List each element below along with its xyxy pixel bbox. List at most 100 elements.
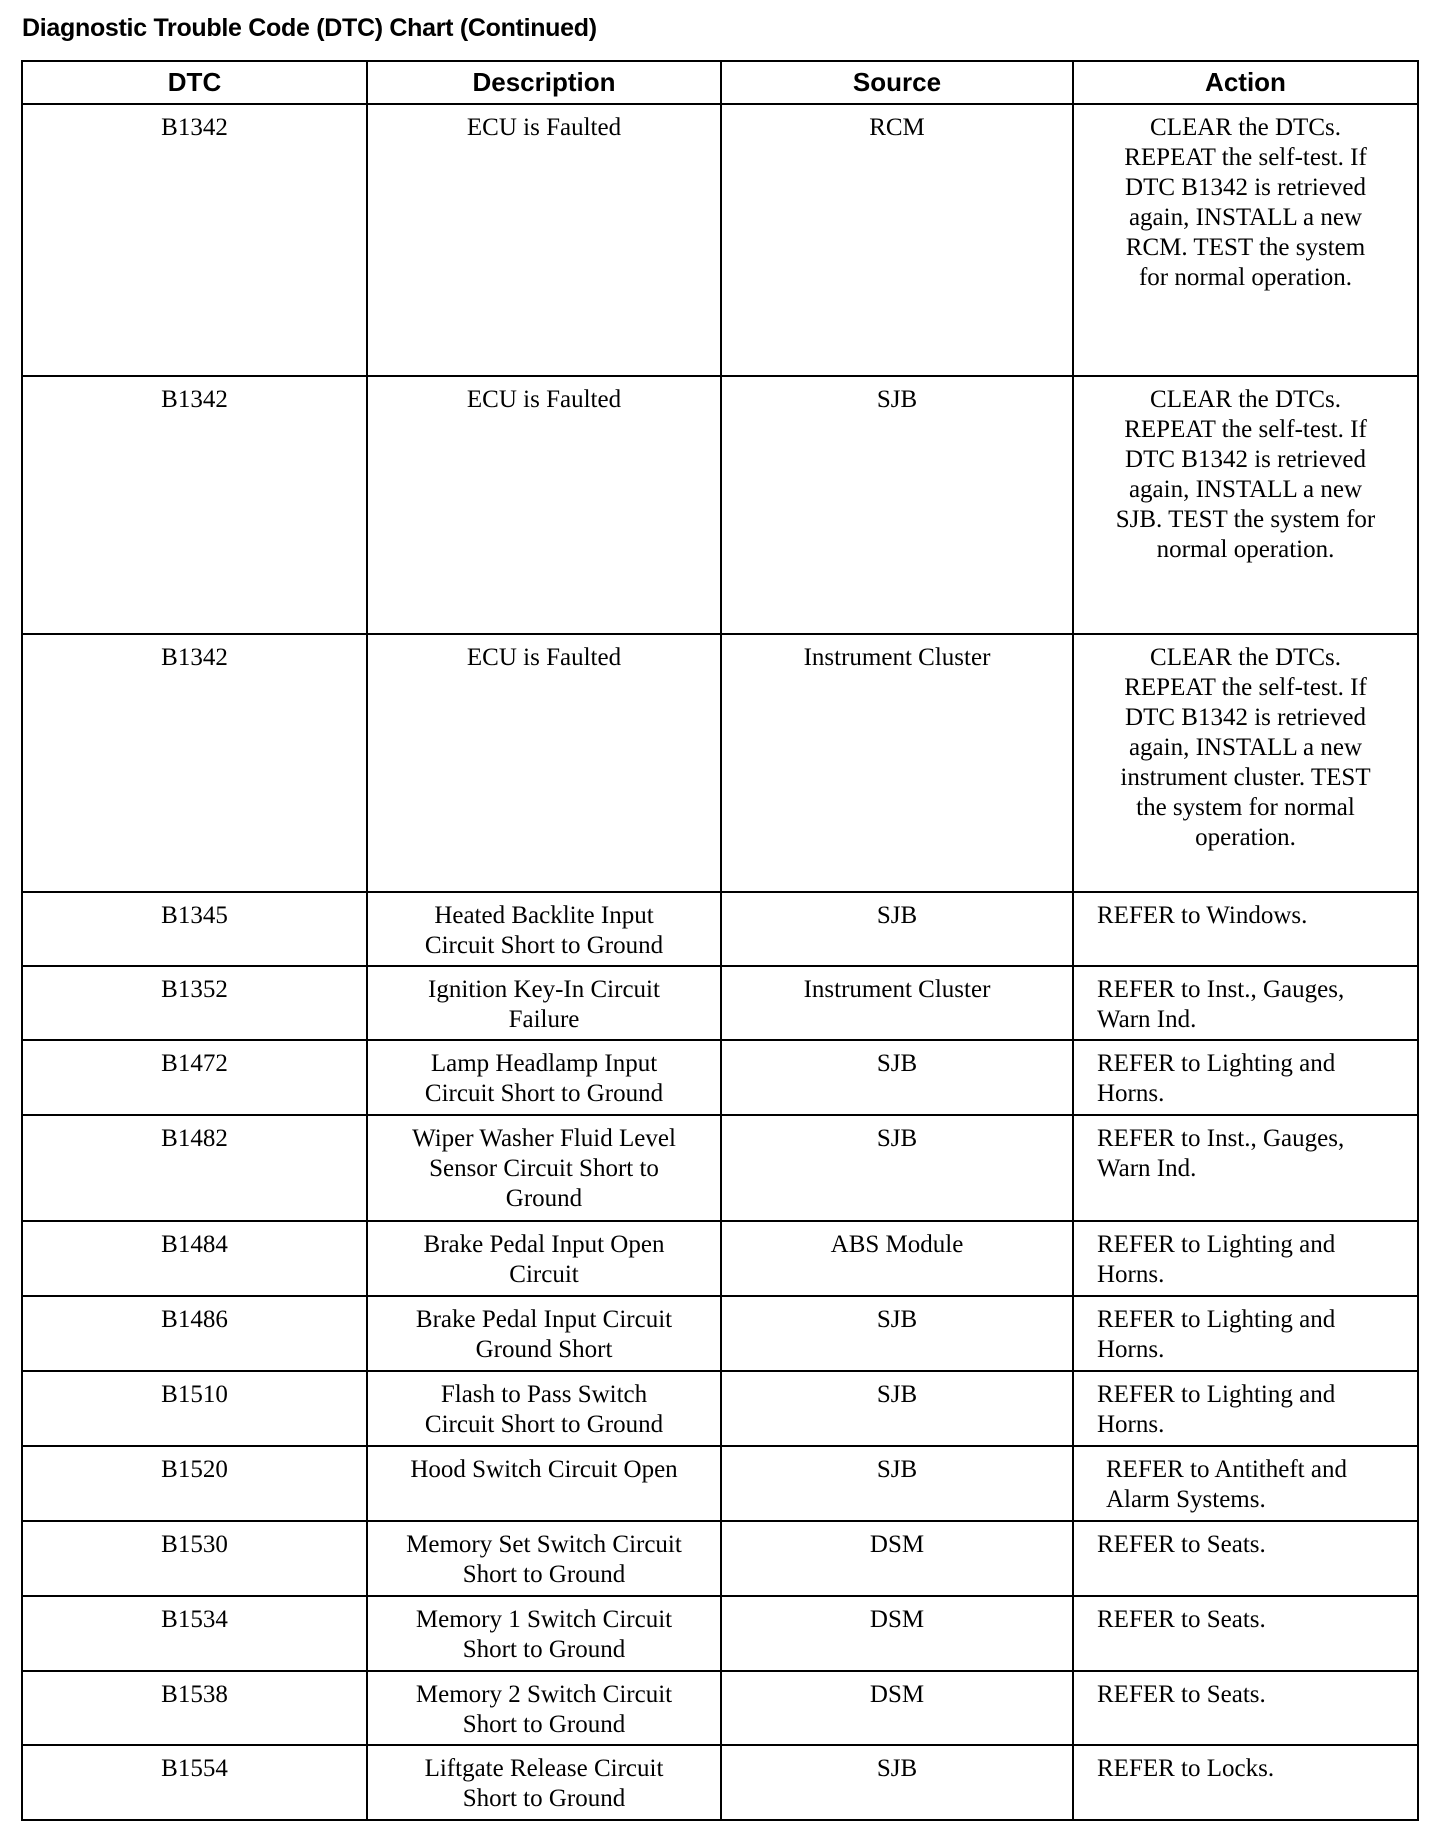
action-cell: REFER to Inst., Gauges, Warn Ind. <box>1072 1114 1419 1222</box>
action-cell: CLEAR the DTCs. REPEAT the self-test. If D… <box>1072 633 1419 893</box>
description-cell: Flash to Pass Switch Circuit Short to Gro… <box>366 1370 722 1447</box>
description-cell-line: Flash to Pass Switch <box>440 1381 648 1408</box>
source-cell: SJB <box>720 1744 1074 1821</box>
description-cell: Memory 2 Switch Circuit Short to Ground <box>366 1670 722 1746</box>
description-cell: ECU is Faulted <box>366 103 722 377</box>
action-cell-line: operation. <box>1195 824 1296 851</box>
action-cell-line: REPEAT the self-test. If <box>1124 144 1367 171</box>
dtc-cell: B1530 <box>21 1520 368 1597</box>
description-cell-line: Failure <box>508 1006 580 1033</box>
description-cell: Liftgate Release Circuit Short to Ground <box>366 1744 722 1821</box>
table-row: B1342 ECU is Faulted Instrument Cluster CLE… <box>21 633 1419 893</box>
action-cell: CLEAR the DTCs. REPEAT the self-test. If D… <box>1072 103 1419 377</box>
source-cell: SJB <box>720 1445 1074 1522</box>
action-cell-line: DTC B1342 is retrieved <box>1125 704 1366 731</box>
source-cell: ABS Module <box>720 1220 1074 1297</box>
description-cell-line: Brake Pedal Input Circuit <box>415 1306 673 1333</box>
source-cell: DSM <box>720 1520 1074 1597</box>
dtc-cell: B1472 <box>21 1039 368 1116</box>
description-cell: Memory Set Switch Circuit Short to Ground <box>366 1520 722 1597</box>
description-cell: Memory 1 Switch Circuit Short to Ground <box>366 1595 722 1672</box>
action-cell-line: RCM. TEST the system <box>1125 234 1366 261</box>
description-cell: ECU is Faulted <box>366 375 722 635</box>
description-cell-line: Memory 1 Switch Circuit <box>415 1606 673 1633</box>
table-row: B1510 Flash to Pass Switch Circuit Short t… <box>21 1370 1419 1447</box>
description-cell-line: Liftgate Release Circuit <box>424 1755 664 1782</box>
action-cell-line: instrument cluster. TEST <box>1120 764 1371 791</box>
action-cell: REFER to Lighting and Horns. <box>1072 1039 1419 1116</box>
table-row: B1538 Memory 2 Switch Circuit Short to Gro… <box>21 1670 1419 1746</box>
dtc-cell: B1486 <box>21 1295 368 1372</box>
source-cell: SJB <box>720 1370 1074 1447</box>
description-cell: Lamp Headlamp Input Circuit Short to Grou… <box>366 1039 722 1116</box>
action-cell-line: Warn Ind. <box>1097 1155 1197 1182</box>
source-cell: DSM <box>720 1670 1074 1746</box>
description-cell-line: Circuit Short to Ground <box>424 932 664 959</box>
action-cell-line: REFER to Inst., Gauges, <box>1097 976 1345 1003</box>
dtc-table: DTC Description Source Action B1342 ECU i… <box>21 60 1419 1821</box>
dtc-cell: B1538 <box>21 1670 368 1746</box>
description-cell-line: Lamp Headlamp Input <box>430 1050 658 1077</box>
table-row: B1352 Ignition Key-In Circuit Failure Instr… <box>21 965 1419 1041</box>
dtc-cell: B1342 <box>21 633 368 893</box>
action-cell-line: CLEAR the DTCs. <box>1150 114 1341 141</box>
description-cell-line: ECU is Faulted <box>466 386 622 413</box>
action-cell-line: again, INSTALL a new <box>1128 476 1363 503</box>
description-cell-line: Circuit <box>509 1261 579 1288</box>
action-cell: REFER to Seats. <box>1072 1670 1419 1746</box>
action-cell: REFER to Seats. <box>1072 1520 1419 1597</box>
table-row: B1342 ECU is Faulted RCM CLEAR the DTCs. REP… <box>21 103 1419 377</box>
action-cell-line: REFER to Lighting and <box>1097 1306 1336 1333</box>
action-cell: REFER to Locks. <box>1072 1744 1419 1821</box>
action-cell-line: REFER to Lighting and <box>1097 1381 1336 1408</box>
description-cell-line: Sensor Circuit Short to <box>429 1155 659 1182</box>
table-row: B1486 Brake Pedal Input Circuit Ground Sho… <box>21 1295 1419 1372</box>
dtc-cell: B1352 <box>21 965 368 1041</box>
description-cell-line: Short to Ground <box>462 1711 626 1738</box>
table-row: B1345 Heated Backlite Input Circuit Short … <box>21 891 1419 967</box>
description-cell-line: Circuit Short to Ground <box>424 1080 664 1107</box>
action-cell-line: REFER to Seats. <box>1097 1681 1266 1708</box>
action-cell-line: DTC B1342 is retrieved <box>1125 174 1366 201</box>
description-cell: Wiper Washer Fluid Level Sensor Circuit S… <box>366 1114 722 1222</box>
table-row: B1342 ECU is Faulted SJB CLEAR the DTCs. REP… <box>21 375 1419 635</box>
action-cell-line: normal operation. <box>1156 536 1335 563</box>
description-cell-line: Short to Ground <box>462 1636 626 1663</box>
action-cell-line: Horns. <box>1097 1261 1165 1288</box>
action-cell-line: DTC B1342 is retrieved <box>1125 446 1366 473</box>
column-header-action: Action <box>1072 60 1419 105</box>
description-cell-line: Brake Pedal Input Open <box>423 1231 665 1258</box>
source-cell: SJB <box>720 1295 1074 1372</box>
table-row: B1534 Memory 1 Switch Circuit Short to Gro… <box>21 1595 1419 1672</box>
description-cell-line: Memory 2 Switch Circuit <box>415 1681 673 1708</box>
action-cell-line: SJB. TEST the system for <box>1115 506 1376 533</box>
dtc-cell: B1345 <box>21 891 368 967</box>
description-cell-line: Hood Switch Circuit Open <box>410 1456 678 1483</box>
table-row: B1530 Memory Set Switch Circuit Short to G… <box>21 1520 1419 1597</box>
action-cell: REFER to Windows. <box>1072 891 1419 967</box>
description-cell: Brake Pedal Input Open Circuit <box>366 1220 722 1297</box>
dtc-cell: B1534 <box>21 1595 368 1672</box>
action-cell-line: Alarm Systems. <box>1106 1486 1266 1513</box>
action-cell-line: CLEAR the DTCs. <box>1150 644 1341 671</box>
action-cell-line: REPEAT the self-test. If <box>1124 416 1367 443</box>
action-cell-line: Horns. <box>1097 1080 1165 1107</box>
source-cell: Instrument Cluster <box>720 633 1074 893</box>
table-body: B1342 ECU is Faulted RCM CLEAR the DTCs. REP… <box>21 103 1419 1821</box>
action-cell-line: REFER to Lighting and <box>1097 1050 1336 1077</box>
description-cell-line: Wiper Washer Fluid Level <box>412 1125 676 1152</box>
column-header-description: Description <box>366 60 722 105</box>
action-cell: REFER to Inst., Gauges, Warn Ind. <box>1072 965 1419 1041</box>
dtc-cell: B1510 <box>21 1370 368 1447</box>
table-row: B1482 Wiper Washer Fluid Level Sensor Circ… <box>21 1114 1419 1222</box>
description-cell-line: Ignition Key-In Circuit <box>428 976 660 1003</box>
action-cell-line: again, INSTALL a new <box>1128 204 1363 231</box>
dtc-cell: B1482 <box>21 1114 368 1222</box>
table-header-row: DTC Description Source Action <box>21 60 1419 105</box>
action-cell-line: REFER to Seats. <box>1097 1606 1266 1633</box>
action-cell-line: REPEAT the self-test. If <box>1124 674 1367 701</box>
action-cell: REFER to Lighting and Horns. <box>1072 1370 1419 1447</box>
column-header-source: Source <box>720 60 1074 105</box>
action-cell: REFER to Lighting and Horns. <box>1072 1295 1419 1372</box>
page-title: Diagnostic Trouble Code (DTC) Chart (Con… <box>22 14 597 42</box>
